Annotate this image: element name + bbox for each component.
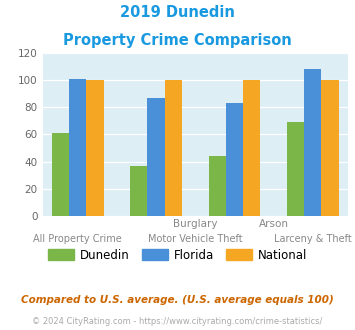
Text: 2019 Dunedin: 2019 Dunedin bbox=[120, 5, 235, 20]
Bar bbox=[69, 79, 86, 216]
Bar bbox=[243, 80, 260, 216]
Bar bbox=[86, 80, 104, 216]
Text: Compared to U.S. average. (U.S. average equals 100): Compared to U.S. average. (U.S. average … bbox=[21, 295, 334, 305]
Text: Motor Vehicle Theft: Motor Vehicle Theft bbox=[148, 234, 242, 244]
Bar bbox=[130, 166, 147, 216]
Text: All Property Crime: All Property Crime bbox=[33, 234, 122, 244]
Text: Arson: Arson bbox=[258, 219, 289, 229]
Bar bbox=[147, 98, 165, 216]
Bar bbox=[208, 156, 226, 216]
Legend: Dunedin, Florida, National: Dunedin, Florida, National bbox=[43, 244, 312, 266]
Bar bbox=[226, 103, 243, 216]
Bar bbox=[165, 80, 182, 216]
Bar bbox=[287, 122, 304, 216]
Bar bbox=[304, 69, 321, 216]
Text: Larceny & Theft: Larceny & Theft bbox=[274, 234, 351, 244]
Text: Property Crime Comparison: Property Crime Comparison bbox=[63, 33, 292, 48]
Bar bbox=[321, 80, 339, 216]
Bar bbox=[52, 133, 69, 216]
Text: © 2024 CityRating.com - https://www.cityrating.com/crime-statistics/: © 2024 CityRating.com - https://www.city… bbox=[32, 317, 323, 326]
Text: Burglary: Burglary bbox=[173, 219, 218, 229]
